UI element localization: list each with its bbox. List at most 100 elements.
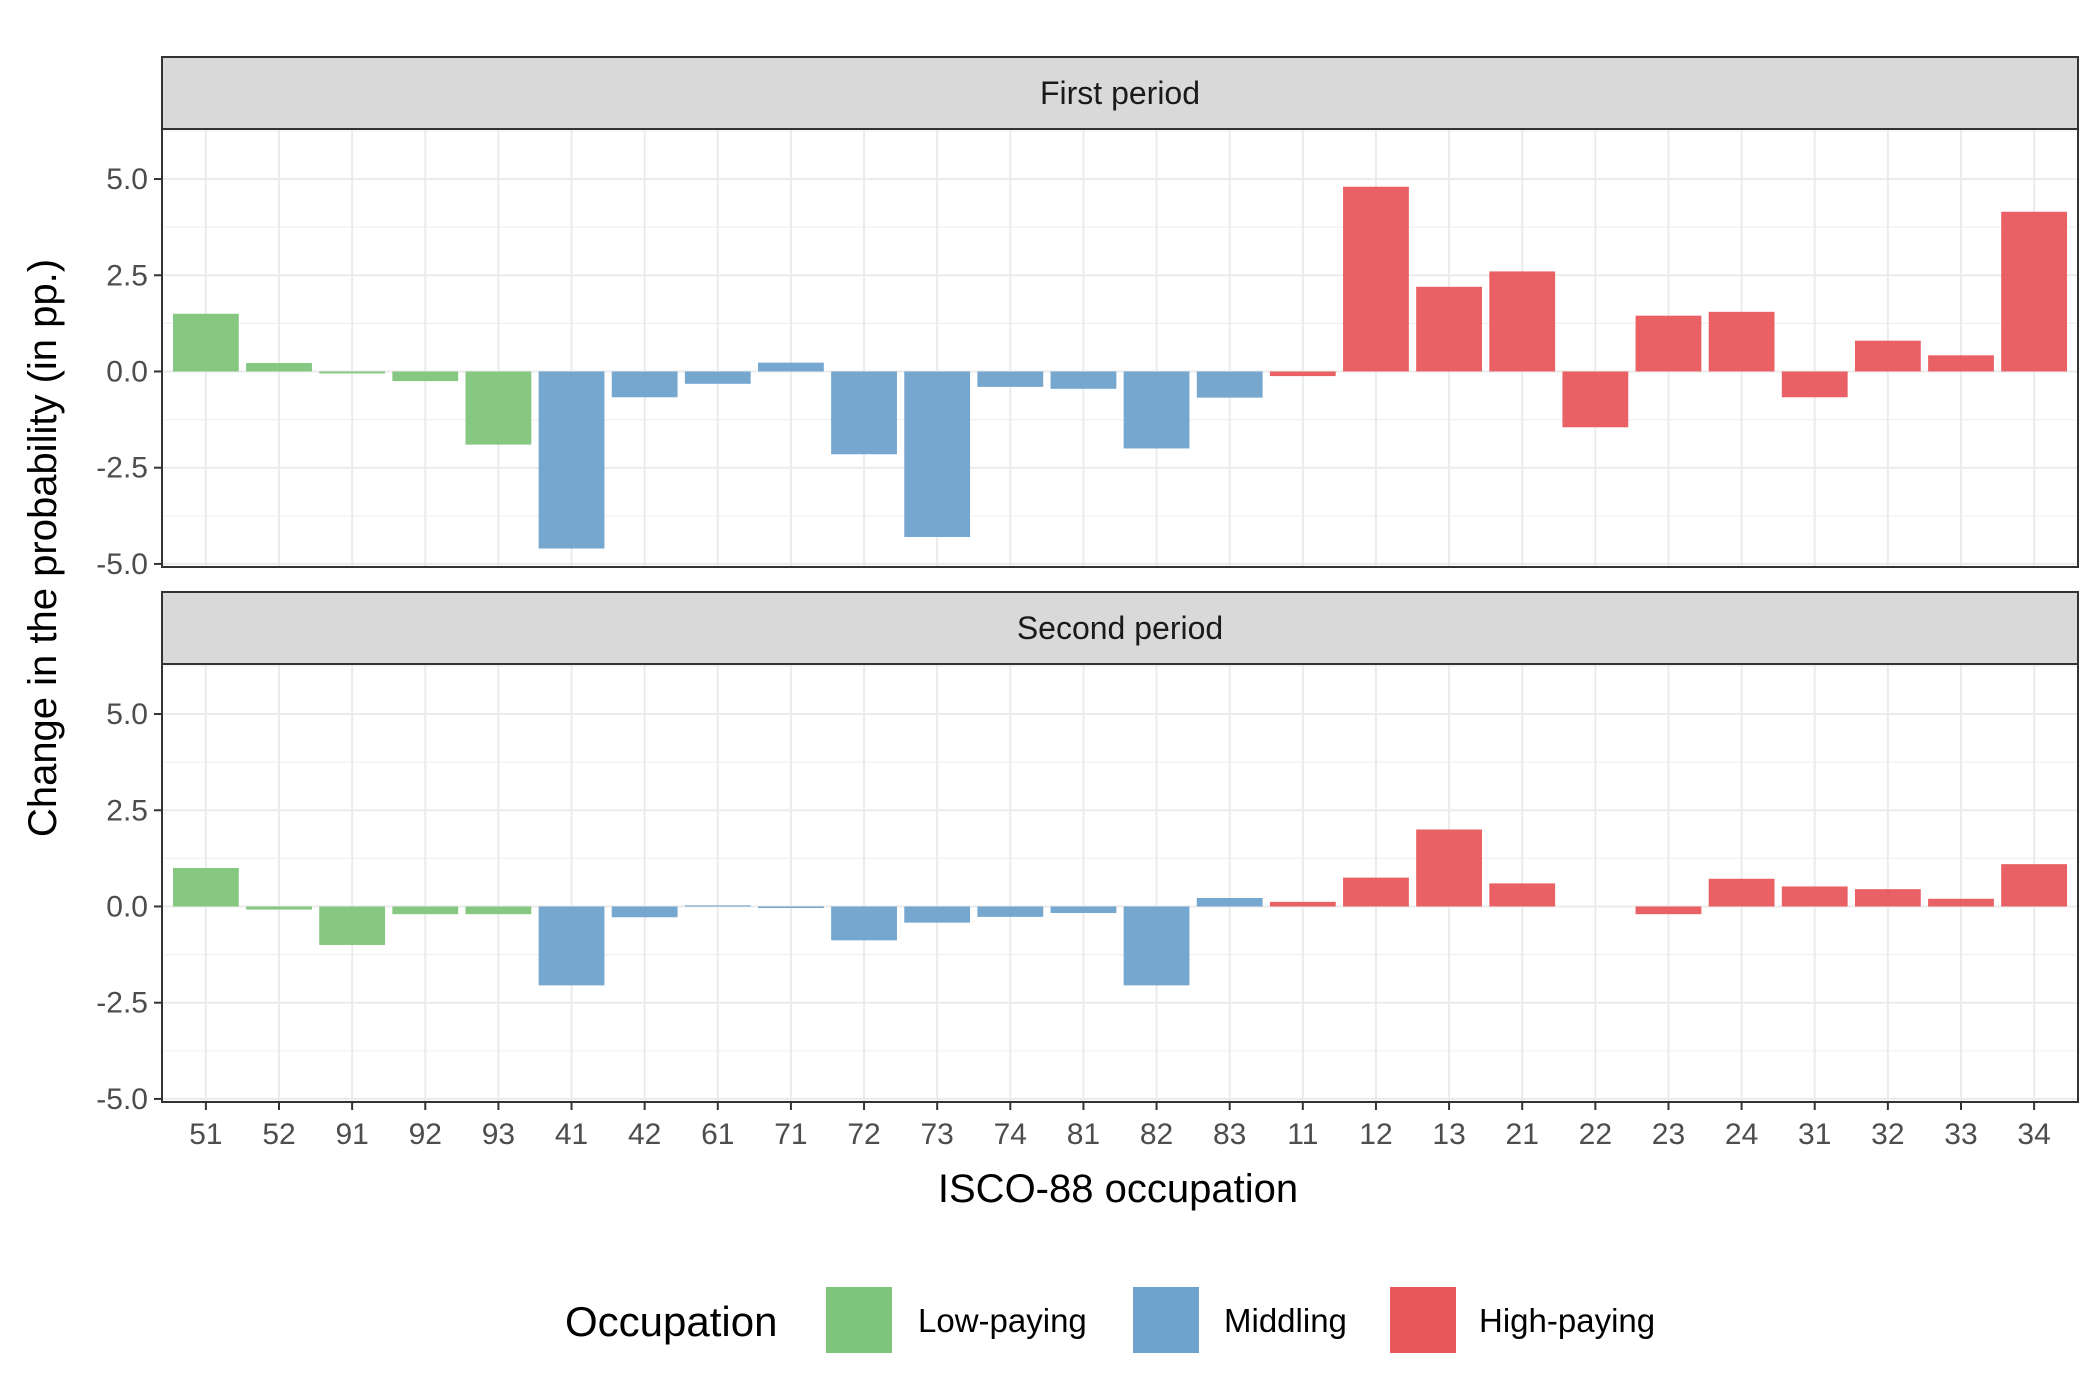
bar-32 — [1854, 340, 1921, 372]
bar-74 — [977, 371, 1044, 387]
legend-label: High-paying — [1479, 1302, 1655, 1339]
bar-21 — [1489, 883, 1556, 907]
x-tick-label: 81 — [1067, 1118, 1100, 1151]
bar-22 — [1562, 371, 1629, 428]
bar-41 — [538, 906, 605, 986]
y-tick-label: 5.0 — [106, 698, 148, 731]
bar-72 — [831, 906, 897, 941]
bar-42 — [611, 371, 678, 398]
bar-61 — [684, 371, 751, 384]
legend: Occupation Low-paying Middling High-paying — [565, 1287, 1655, 1353]
panel-border — [161, 128, 2079, 568]
bar-31 — [1781, 886, 1848, 907]
x-tick-label: 31 — [1798, 1118, 1831, 1151]
panel-2: Second period -5.0 -2.5 0.0 2.5 5.0 — [96, 591, 2079, 1116]
panel-strip — [161, 591, 2079, 665]
y-tick-label: -2.5 — [96, 452, 148, 485]
x-tick-label: 71 — [774, 1118, 807, 1151]
bar-91 — [319, 906, 386, 945]
bar-74 — [977, 906, 1044, 917]
bar-93 — [465, 371, 532, 445]
y-axis-title: Change in the probability (in pp.) — [21, 259, 65, 837]
plot-area — [162, 129, 2078, 567]
x-tick-label: 24 — [1725, 1118, 1758, 1151]
bar-61 — [684, 905, 751, 907]
x-tick-label: 42 — [628, 1118, 661, 1151]
bar-23 — [1635, 906, 1702, 915]
x-tick-label: 12 — [1359, 1118, 1392, 1151]
bar-34 — [2001, 211, 2068, 372]
legend-key — [826, 1287, 892, 1353]
y-tick-label: 0.0 — [106, 890, 148, 923]
y-tick-label: -2.5 — [96, 987, 148, 1020]
x-tick-label: 51 — [189, 1118, 222, 1151]
bar-13 — [1416, 829, 1482, 907]
panel-1: First period -5.0 -2.5 0.0 2.5 5.0 — [96, 56, 2079, 581]
y-tick-label: 5.0 — [106, 163, 148, 196]
x-tick-label: 21 — [1506, 1118, 1539, 1151]
y-tick-label: -5.0 — [96, 548, 148, 581]
x-tick-label: 61 — [701, 1118, 734, 1151]
bar-71 — [758, 362, 824, 372]
bar-82 — [1123, 371, 1190, 449]
x-axis-title: ISCO-88 occupation — [938, 1167, 1298, 1211]
panel-border — [161, 663, 2079, 1103]
bar-83 — [1196, 898, 1263, 907]
x-tick-label: 52 — [262, 1118, 295, 1151]
panel-strip — [161, 56, 2079, 130]
bar-33 — [1928, 355, 1994, 372]
bar-31 — [1781, 371, 1848, 398]
bar-13 — [1416, 286, 1482, 372]
bar-24 — [1708, 311, 1775, 372]
bar-24 — [1708, 878, 1775, 907]
x-tick-label: 83 — [1213, 1118, 1246, 1151]
x-tick-label: 74 — [994, 1118, 1027, 1151]
bar-92 — [392, 906, 459, 915]
bar-93 — [465, 906, 532, 915]
bar-92 — [392, 371, 459, 382]
x-tick-label: 11 — [1287, 1118, 1318, 1151]
plot-area — [162, 664, 2078, 1102]
legend-key — [1133, 1287, 1199, 1353]
bar-12 — [1343, 877, 1409, 907]
bar-81 — [1050, 906, 1117, 914]
legend-label: Middling — [1224, 1302, 1347, 1339]
bar-91 — [319, 371, 386, 374]
x-tick-label: 41 — [555, 1118, 588, 1151]
bar-51 — [172, 313, 239, 372]
bar-23 — [1635, 315, 1702, 372]
bar-72 — [831, 371, 897, 455]
bar-51 — [172, 867, 239, 907]
legend-title: Occupation — [565, 1298, 777, 1345]
bar-52 — [246, 363, 312, 372]
x-tick-label: 23 — [1652, 1118, 1685, 1151]
x-tick-label: 32 — [1871, 1118, 1904, 1151]
panel-title: Second period — [1017, 610, 1223, 646]
bar-52 — [246, 906, 312, 910]
bar-32 — [1854, 889, 1921, 907]
legend-label: Low-paying — [918, 1302, 1087, 1339]
bar-82 — [1123, 906, 1190, 986]
bar-12 — [1343, 186, 1409, 372]
panel-title: First period — [1040, 75, 1200, 111]
x-tick-label: 72 — [847, 1118, 880, 1151]
y-tick-label: 2.5 — [106, 794, 148, 827]
x-tick-label: 93 — [482, 1118, 515, 1151]
bar-42 — [611, 906, 678, 918]
bar-73 — [904, 371, 971, 537]
y-tick-label: 0.0 — [106, 355, 148, 388]
bar-73 — [904, 906, 971, 923]
x-tick-label: 13 — [1432, 1118, 1465, 1151]
bar-34 — [2001, 864, 2068, 907]
bar-83 — [1196, 371, 1263, 398]
x-tick-label: 92 — [409, 1118, 442, 1151]
bar-21 — [1489, 271, 1556, 372]
x-tick-label: 22 — [1579, 1118, 1612, 1151]
bar-11 — [1269, 901, 1336, 907]
x-tick-label: 91 — [335, 1118, 368, 1151]
x-tick-label: 34 — [2017, 1118, 2050, 1151]
x-tick-label: 73 — [920, 1118, 953, 1151]
bar-33 — [1928, 898, 1994, 907]
bar-41 — [538, 371, 605, 549]
